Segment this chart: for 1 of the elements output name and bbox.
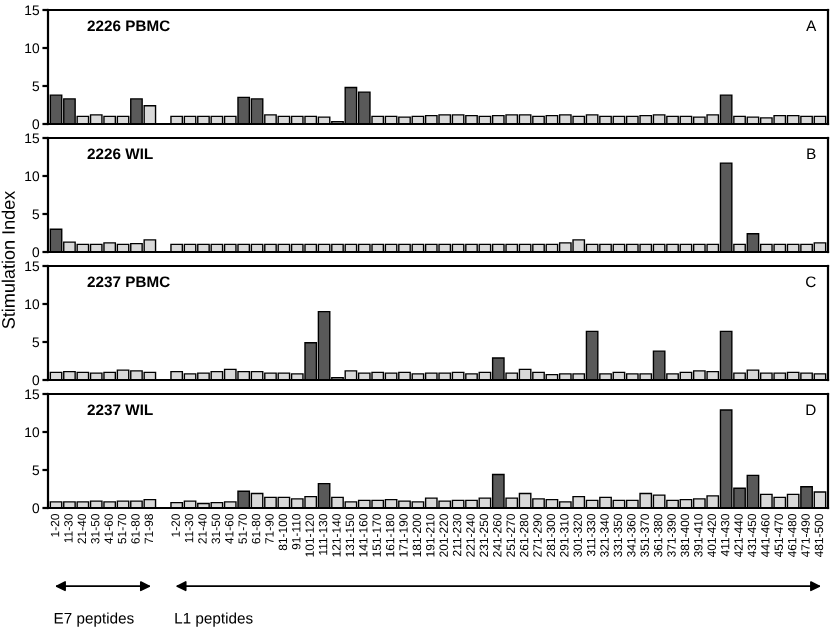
y-axis-title: Stimulation Index [1, 190, 15, 329]
